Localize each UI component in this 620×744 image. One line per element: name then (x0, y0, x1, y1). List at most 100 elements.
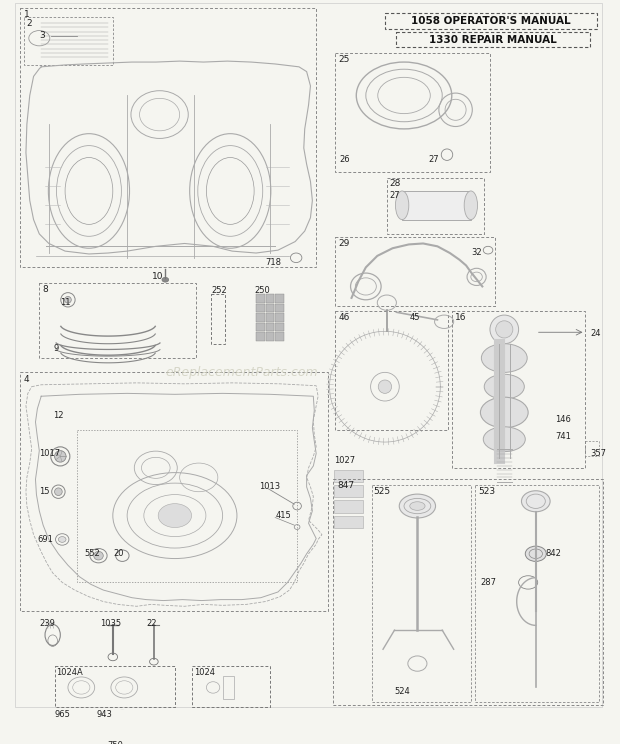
Text: 9: 9 (53, 344, 59, 353)
Bar (20, 372, 327, 611)
Text: 718: 718 (265, 257, 281, 267)
Text: 415: 415 (275, 511, 291, 520)
Text: 250: 250 (254, 286, 270, 295)
Text: 4: 4 (24, 375, 30, 384)
Bar (256, 323, 265, 331)
Ellipse shape (158, 504, 192, 527)
Ellipse shape (58, 536, 66, 542)
Bar (475, 485, 599, 702)
Ellipse shape (483, 427, 525, 452)
Text: 10: 10 (152, 272, 164, 281)
Text: eReplacementParts.com: eReplacementParts.com (166, 366, 318, 379)
Ellipse shape (495, 321, 513, 338)
Bar (385, 13, 597, 28)
Text: 1035: 1035 (100, 619, 122, 628)
Bar (334, 485, 363, 498)
Bar (335, 54, 490, 172)
Bar (275, 333, 284, 341)
Bar (334, 500, 363, 513)
Text: 1: 1 (24, 10, 30, 19)
Text: 1024: 1024 (194, 668, 215, 677)
Text: 552: 552 (84, 549, 100, 558)
Ellipse shape (490, 315, 518, 344)
Text: 1058 OPERATOR'S MANUAL: 1058 OPERATOR'S MANUAL (411, 16, 571, 26)
Bar (265, 294, 274, 303)
Text: 146: 146 (555, 415, 571, 424)
Ellipse shape (162, 278, 169, 282)
Text: 965: 965 (55, 711, 71, 719)
Text: 26: 26 (339, 155, 350, 164)
Text: 1017: 1017 (39, 449, 60, 458)
Ellipse shape (521, 491, 550, 512)
Text: 239: 239 (39, 619, 55, 628)
Text: 32: 32 (471, 248, 482, 257)
Ellipse shape (94, 551, 104, 560)
Bar (39, 283, 196, 358)
Ellipse shape (64, 296, 71, 303)
Bar (585, 441, 599, 456)
Bar (334, 516, 363, 528)
Text: 523: 523 (479, 487, 495, 496)
Ellipse shape (464, 191, 477, 219)
Bar (265, 313, 274, 321)
Bar (265, 323, 274, 331)
Bar (371, 485, 471, 702)
Bar (192, 667, 270, 707)
Ellipse shape (378, 380, 392, 394)
Text: 29: 29 (338, 239, 350, 248)
Text: 842: 842 (546, 549, 561, 558)
Ellipse shape (484, 374, 525, 399)
Bar (256, 333, 265, 341)
Text: 741: 741 (555, 432, 571, 440)
Text: 27: 27 (428, 155, 438, 164)
Text: 20: 20 (114, 549, 124, 558)
Text: 3: 3 (39, 31, 45, 39)
Text: 525: 525 (373, 487, 391, 496)
Bar (387, 178, 484, 234)
Text: 24: 24 (590, 330, 601, 339)
Bar (334, 469, 363, 482)
Text: 524: 524 (394, 687, 410, 696)
Text: 12: 12 (53, 411, 63, 420)
Text: 28: 28 (390, 179, 401, 188)
Bar (335, 237, 495, 306)
Text: 943: 943 (97, 711, 112, 719)
Ellipse shape (410, 501, 425, 510)
Bar (256, 304, 265, 312)
Bar (334, 479, 603, 705)
Text: 1013: 1013 (259, 482, 280, 491)
Text: 847: 847 (337, 481, 354, 490)
Bar (256, 294, 265, 303)
Text: 750: 750 (108, 741, 123, 744)
Bar (275, 323, 284, 331)
Text: 691: 691 (37, 535, 53, 544)
Bar (55, 667, 175, 707)
Bar (452, 311, 585, 468)
Text: 1024A: 1024A (56, 668, 83, 677)
Ellipse shape (399, 494, 435, 518)
Ellipse shape (396, 191, 409, 219)
Text: 46: 46 (338, 313, 350, 322)
Text: 2: 2 (26, 19, 32, 28)
Bar (78, 429, 297, 583)
Text: 8: 8 (42, 284, 48, 294)
Bar (211, 294, 224, 344)
Bar (223, 676, 234, 699)
Bar (275, 304, 284, 312)
Bar (24, 17, 113, 65)
Bar (256, 313, 265, 321)
Bar (335, 311, 448, 429)
Bar (396, 33, 590, 47)
Ellipse shape (481, 344, 527, 372)
Text: 1027: 1027 (334, 456, 355, 466)
Bar (275, 294, 284, 303)
Ellipse shape (55, 451, 66, 462)
Bar (275, 313, 284, 321)
Text: 27: 27 (390, 191, 401, 200)
Text: 357: 357 (590, 449, 606, 458)
Ellipse shape (55, 488, 62, 496)
Text: 252: 252 (211, 286, 227, 295)
Ellipse shape (525, 546, 546, 562)
Bar (20, 7, 316, 267)
Text: 16: 16 (454, 313, 466, 322)
